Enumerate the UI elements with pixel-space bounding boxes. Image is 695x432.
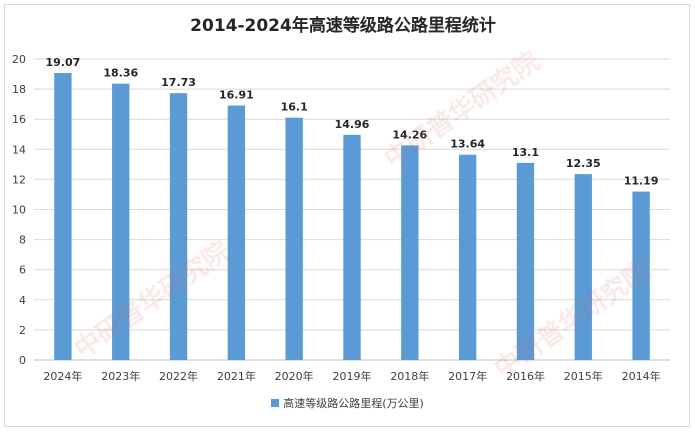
- y-tick-label: 16: [12, 113, 26, 126]
- bar: [227, 105, 246, 360]
- x-tick-label: 2014年: [622, 369, 661, 383]
- x-tick-label: 2022年: [159, 369, 198, 383]
- data-label: 16.91: [219, 89, 254, 102]
- x-tick-label: 2020年: [275, 369, 314, 383]
- bar: [401, 145, 419, 360]
- y-tick-label: 0: [19, 354, 26, 367]
- bar: [516, 162, 535, 360]
- data-label: 18.36: [103, 67, 138, 80]
- bar: [285, 117, 303, 360]
- data-label: 13.64: [450, 138, 485, 151]
- bar: [343, 134, 361, 360]
- x-tick-label: 2018年: [390, 369, 429, 383]
- x-tick-label: 2017年: [448, 369, 487, 383]
- x-tick-label: 2019年: [333, 369, 372, 383]
- x-tick-label: 2023年: [101, 369, 140, 383]
- y-tick-label: 14: [12, 143, 26, 156]
- bar: [169, 93, 188, 360]
- bar: [112, 83, 130, 360]
- data-label: 14.26: [392, 128, 427, 141]
- y-tick-label: 6: [19, 264, 26, 277]
- chart-legend: 高速等级路公路里程(万公里): [0, 395, 695, 411]
- legend-swatch: [271, 399, 280, 407]
- bar: [458, 154, 477, 360]
- y-tick-label: 4: [19, 294, 26, 307]
- bar: [54, 72, 72, 361]
- y-tick-label: 8: [19, 234, 26, 247]
- chart-title: 2014-2024年高速等级路公路里程统计: [190, 16, 496, 36]
- data-label: 19.07: [46, 56, 81, 69]
- x-tick-label: 2021年: [217, 369, 256, 383]
- y-tick-label: 12: [12, 173, 26, 186]
- data-label: 13.1: [512, 146, 539, 159]
- data-label: 14.96: [335, 118, 370, 131]
- x-tick-label: 2016年: [506, 369, 545, 383]
- legend-label: 高速等级路公路里程(万公里): [283, 397, 424, 410]
- y-tick-label: 2: [19, 324, 26, 337]
- x-tick-label: 2015年: [564, 369, 603, 383]
- y-tick-label: 18: [12, 83, 26, 96]
- bar: [574, 174, 592, 360]
- data-label: 16.1: [281, 101, 308, 114]
- data-label: 17.73: [161, 76, 196, 89]
- bar: [632, 191, 650, 360]
- data-label: 11.19: [624, 175, 659, 188]
- y-tick-label: 20: [12, 53, 26, 66]
- x-tick-label: 2024年: [43, 369, 82, 383]
- data-label: 12.35: [566, 157, 601, 170]
- y-tick-label: 10: [12, 204, 26, 217]
